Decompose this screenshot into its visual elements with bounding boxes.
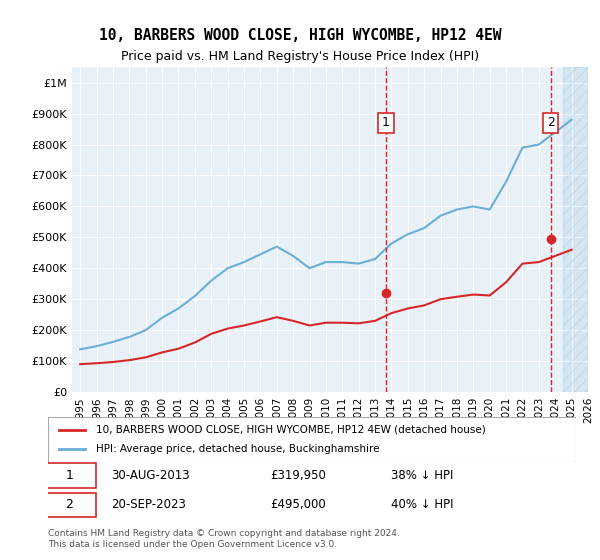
Text: 10, BARBERS WOOD CLOSE, HIGH WYCOMBE, HP12 4EW: 10, BARBERS WOOD CLOSE, HIGH WYCOMBE, HP… [99, 28, 501, 43]
Text: Price paid vs. HM Land Registry's House Price Index (HPI): Price paid vs. HM Land Registry's House … [121, 50, 479, 63]
Text: 2: 2 [65, 498, 73, 511]
Text: 10, BARBERS WOOD CLOSE, HIGH WYCOMBE, HP12 4EW (detached house): 10, BARBERS WOOD CLOSE, HIGH WYCOMBE, HP… [95, 424, 485, 435]
FancyBboxPatch shape [43, 493, 95, 517]
Text: 1: 1 [65, 469, 73, 482]
Text: 30-AUG-2013: 30-AUG-2013 [112, 469, 190, 482]
Text: Contains HM Land Registry data © Crown copyright and database right 2024.
This d: Contains HM Land Registry data © Crown c… [48, 529, 400, 549]
Bar [563, 67, 588, 392]
Text: £495,000: £495,000 [270, 498, 326, 511]
Text: 20-SEP-2023: 20-SEP-2023 [112, 498, 186, 511]
FancyBboxPatch shape [43, 463, 95, 488]
Text: 40% ↓ HPI: 40% ↓ HPI [391, 498, 454, 511]
Text: £319,950: £319,950 [270, 469, 326, 482]
Text: 2: 2 [547, 116, 554, 129]
FancyBboxPatch shape [48, 417, 576, 462]
Text: 38% ↓ HPI: 38% ↓ HPI [391, 469, 454, 482]
Text: HPI: Average price, detached house, Buckinghamshire: HPI: Average price, detached house, Buck… [95, 445, 379, 455]
Text: 1: 1 [382, 116, 390, 129]
